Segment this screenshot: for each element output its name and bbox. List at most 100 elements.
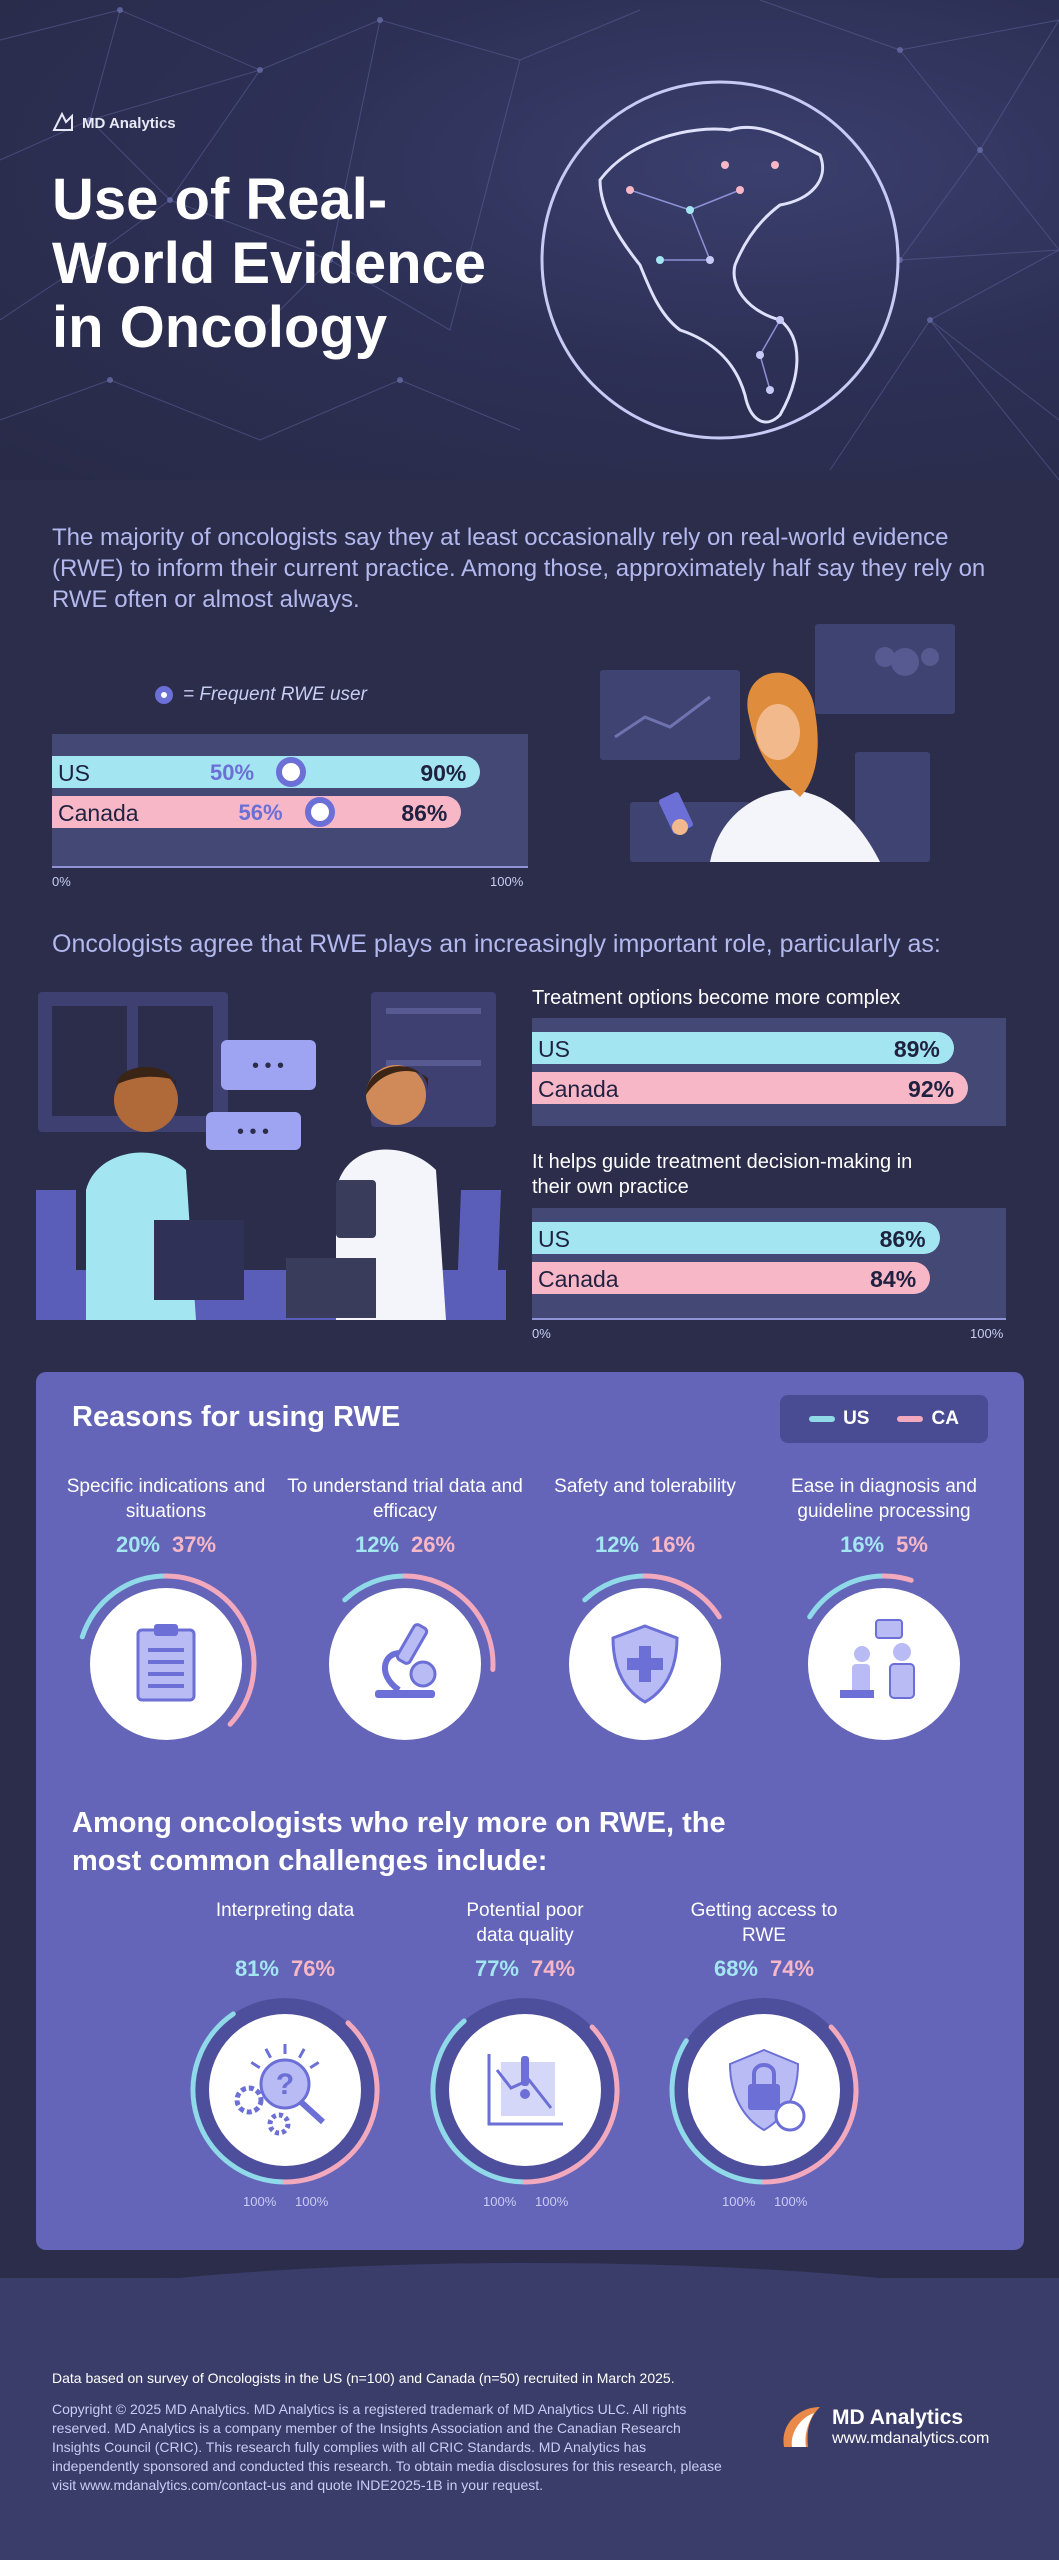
doctor-patient-icon (840, 1619, 915, 1699)
reason-ca-arc (163, 1573, 257, 1727)
reason-us-arc (582, 1573, 648, 1603)
page-title: Use of Real-World Evidence in Oncology (52, 167, 487, 360)
reason-percentages: 16% 5% (764, 1532, 1004, 1558)
challenge-us-arc (669, 2038, 767, 2185)
reason-us-value: 12% (354, 1532, 399, 1557)
reason-title: Specific indications and situations (66, 1476, 266, 1522)
challenge-ca-value: 74% (531, 1956, 576, 1981)
reason-ca-value: 5% (896, 1532, 928, 1557)
reason-us-arc (807, 1573, 887, 1620)
challenge-us-value: 68% (713, 1956, 758, 1981)
survey-note: Data based on survey of Oncologists in t… (52, 2370, 675, 2386)
reason-us-value: 20% (115, 1532, 160, 1557)
challenge-ca-value: 76% (291, 1956, 336, 1981)
role-bar: US 86% (532, 1222, 940, 1254)
challenge-percentages: 68% 74% (644, 1956, 884, 1982)
role-heading: Oncologists agree that RWE plays an incr… (52, 930, 941, 958)
usage-bar: Canada 86% 56% (52, 796, 462, 828)
challenge-us-max: 100% (722, 2194, 756, 2209)
reason-ca-value: 16% (651, 1532, 696, 1557)
challenge-us-max: 100% (483, 2194, 517, 2209)
gears-question-icon: ? (234, 2044, 326, 2136)
reason-gauge (79, 1573, 257, 1740)
intro-text: The majority of oncologists say they at … (52, 524, 986, 613)
md-analytics-logo-icon (783, 2407, 820, 2447)
challenge-gauge: ? (190, 1998, 380, 2185)
challenge-us-arc (430, 2018, 528, 2185)
reasons-heading: Reasons for using RWE (72, 1401, 401, 1433)
reason-us-value: 12% (594, 1532, 639, 1557)
brand-name: MD Analytics (82, 114, 176, 132)
microscope-icon (375, 1623, 437, 1698)
usage-axis-max: 100% (490, 874, 524, 889)
reason-title: Ease in diagnosis and guideline processi… (791, 1476, 977, 1522)
frequent-user-legend: = Frequent RWE user (155, 684, 367, 706)
challenge-us-value: 77% (474, 1956, 519, 1981)
md-analytics-logo-icon (52, 112, 73, 131)
chart-warning-icon (487, 2054, 563, 2126)
usage-bar-total: 86% (401, 800, 448, 826)
svg-text:• • •: • • • (237, 1121, 269, 1143)
usage-bar-total: 90% (420, 760, 467, 786)
hero-banner (0, 0, 1059, 480)
reason-us-arc (79, 1573, 169, 1640)
shield-lock-icon (728, 2048, 806, 2132)
usage-bar-label: Canada (58, 800, 139, 826)
challenge-title: Getting access to RWE (690, 1900, 838, 1946)
role-axis-max: 100% (970, 1326, 1004, 1341)
reason-ca-arc (402, 1573, 496, 1673)
reason-us-value: 16% (840, 1532, 885, 1557)
role-question: It helps guide treatment decision-making… (532, 1151, 913, 1198)
reason-title: To understand trial data and efficacy (287, 1476, 523, 1522)
clipboard-icon (136, 1624, 196, 1702)
challenge-us-max: 100% (243, 2194, 277, 2209)
reason-gauge (569, 1573, 722, 1740)
role-axis-line (532, 1318, 1006, 1320)
footer-curve-decoration (0, 2263, 1059, 2308)
role-question: Treatment options become more complex (532, 987, 901, 1009)
challenge-ca-arc (761, 2024, 859, 2185)
challenge-percentages: 81% 76% (165, 1956, 405, 1982)
reason-ca-value: 26% (411, 1532, 456, 1557)
usage-bar-frequent: 56% (238, 800, 283, 825)
challenge-ca-value: 74% (770, 1956, 815, 1981)
footer-website-link[interactable]: www.mdanalytics.com (832, 2430, 990, 2447)
frequent-user-marker-icon (276, 757, 306, 787)
reason-percentages: 12% 16% (525, 1532, 765, 1558)
challenge-ca-max: 100% (535, 2194, 569, 2209)
usage-axis-min: 0% (52, 874, 71, 889)
researcher-illustration (600, 624, 955, 862)
usage-bar-label: US (58, 760, 90, 786)
doctor-patient-illustration: • • • • • • (36, 992, 506, 1320)
ring-marker-icon (155, 686, 173, 704)
brand-logo: MD Analytics (52, 112, 176, 134)
reason-percentages: 20% 37% (46, 1532, 286, 1558)
challenge-title: Potential poor data quality (466, 1900, 584, 1946)
usage-bar: US 90% 50% (52, 756, 481, 788)
usage-axis-line (52, 866, 528, 868)
challenge-ca-max: 100% (295, 2194, 329, 2209)
challenge-ca-arc (522, 2024, 620, 2185)
legend-us: US (809, 1408, 869, 1430)
reason-gauge (807, 1573, 960, 1740)
reason-title: Safety and tolerability (554, 1476, 736, 1497)
copyright-text: Copyright © 2025 MD Analytics. MD Analyt… (52, 2401, 722, 2493)
footer-brand: MD Analytics www.mdanalytics.com (780, 2403, 989, 2451)
footer (0, 2263, 1059, 2560)
role-bar-value: 89% (893, 1036, 940, 1062)
role-bar-value: 84% (870, 1266, 917, 1292)
usage-bar-frequent: 50% (210, 760, 255, 785)
challenge-gauge (430, 1998, 620, 2185)
footer-brand-name: MD Analytics (832, 2406, 964, 2429)
reason-icon-disc (808, 1588, 960, 1740)
frequent-user-marker-icon (304, 797, 335, 827)
reason-ca-arc (881, 1573, 914, 1583)
challenge-title: Interpreting data (215, 1900, 355, 1921)
globe-illustration (540, 80, 900, 440)
reason-percentages: 12% 26% (285, 1532, 525, 1558)
role-bar-label: US (538, 1226, 570, 1252)
role-bar: Canada 92% (532, 1072, 969, 1104)
role-bar: Canada 84% (532, 1262, 931, 1294)
country-legend: US CA (780, 1395, 988, 1443)
reason-gauge (329, 1573, 496, 1740)
